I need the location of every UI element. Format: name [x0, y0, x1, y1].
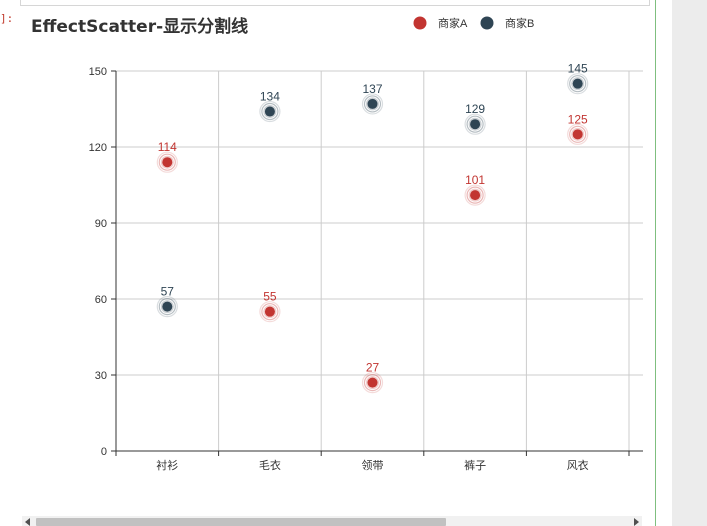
scrollbar-thumb[interactable]	[36, 518, 446, 526]
axes: 0 30 60 90 120 150 衬衫 毛衣 领带 裤子 风衣	[89, 66, 643, 472]
point-b-1[interactable]	[259, 100, 281, 123]
right-gutter	[672, 0, 707, 526]
data-label-b-0: 57	[161, 285, 175, 299]
y-tick-label-5: 150	[89, 66, 107, 78]
scroll-left-icon[interactable]	[25, 518, 30, 526]
split-lines	[116, 70, 643, 451]
point-a-3[interactable]	[464, 184, 486, 206]
y-tick-label-2: 60	[95, 294, 107, 306]
x-tick-label-1: 毛衣	[259, 458, 281, 472]
x-tick-label-0: 衬衫	[156, 459, 178, 472]
data-label-a-1: 55	[263, 290, 277, 304]
cell-border	[655, 0, 656, 526]
chart-legend: 商家A 商家B	[413, 16, 535, 30]
effect-scatter-chart: EffectScatter-显示分割线 商家A 商家B 0 30 60 90 120 150…	[31, 16, 643, 472]
point-a-2[interactable]	[361, 372, 384, 394]
point-b-3[interactable]	[464, 113, 486, 135]
legend-marker-icon	[480, 16, 494, 30]
point-a-0[interactable]	[156, 151, 178, 173]
x-tick-label-3: 裤子	[464, 458, 486, 472]
y-tick-label-4: 120	[89, 142, 107, 154]
data-label-a-3: 101	[465, 173, 485, 187]
data-label-a-0: 114	[158, 140, 177, 154]
y-tick-label-0: 0	[101, 446, 107, 458]
legend-marker-icon	[413, 16, 427, 30]
output-frame	[20, 0, 650, 6]
x-tick-label-4: 风衣	[567, 458, 589, 472]
legend-item-b[interactable]: 商家B	[480, 16, 535, 30]
legend-item-a[interactable]: 商家A	[413, 16, 468, 30]
point-b-2[interactable]	[361, 93, 384, 115]
scroll-right-icon[interactable]	[634, 518, 639, 526]
chart-title: EffectScatter-显示分割线	[31, 16, 248, 37]
y-tick-label-3: 90	[95, 218, 107, 230]
data-label-a-2: 27	[366, 361, 380, 375]
cell-prompt: ]:	[0, 12, 14, 25]
data-label-b-3: 129	[465, 102, 485, 116]
data-label-a-4: 125	[568, 112, 588, 126]
point-a-1[interactable]	[259, 301, 281, 323]
data-label-b-4: 145	[568, 62, 588, 76]
point-a-4[interactable]	[567, 123, 589, 145]
legend-label: 商家A	[438, 16, 468, 30]
point-b-4[interactable]	[567, 73, 589, 95]
data-label-b-2: 137	[362, 82, 382, 96]
data-points	[156, 73, 589, 394]
y-tick-label-1: 30	[95, 370, 107, 382]
horizontal-scrollbar[interactable]	[22, 516, 642, 526]
legend-label: 商家B	[505, 16, 534, 30]
point-b-0[interactable]	[156, 296, 178, 318]
x-tick-label-2: 领带	[362, 459, 384, 472]
data-label-b-1: 134	[260, 90, 280, 104]
data-labels: 114 55 27 101 125 57 134 137 129 145	[158, 62, 588, 375]
